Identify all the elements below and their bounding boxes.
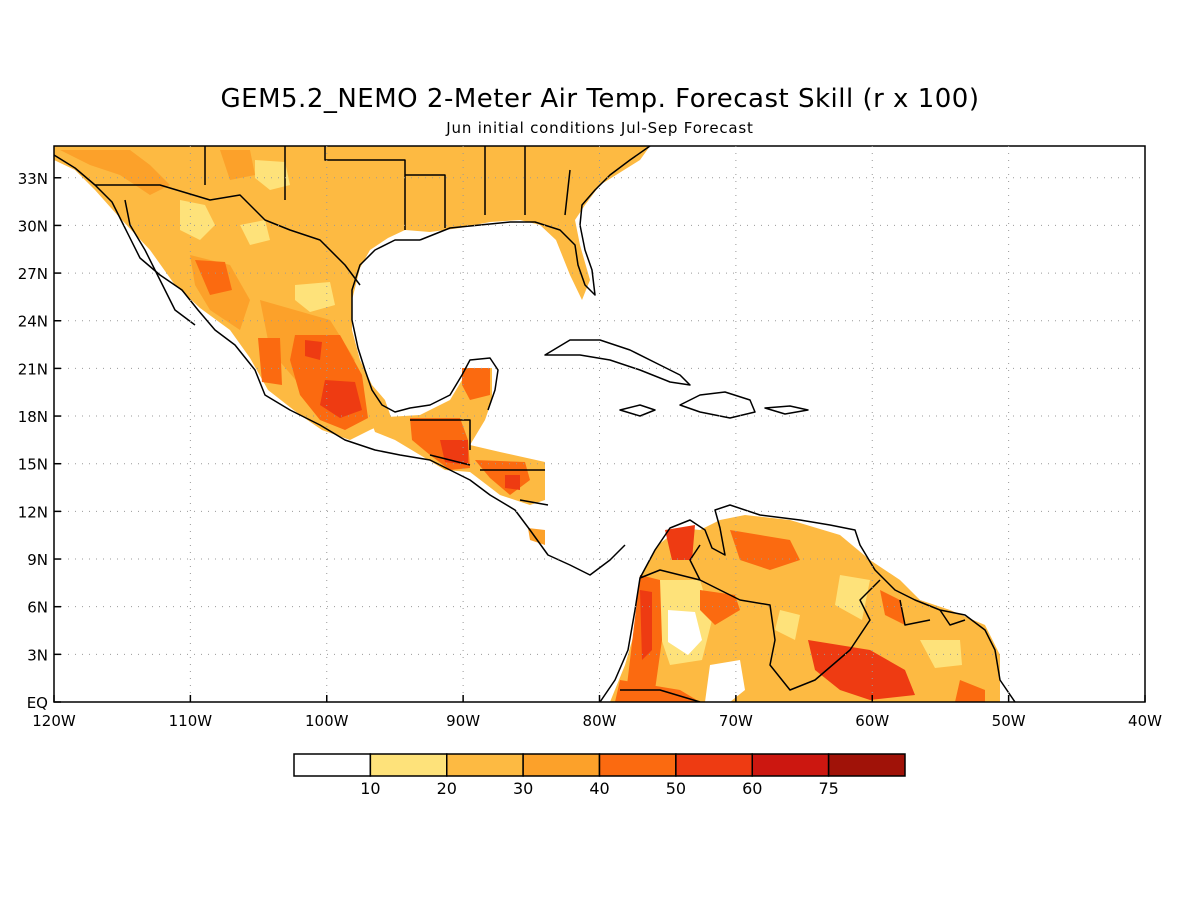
colorbar-label: 20 xyxy=(437,779,457,798)
lat-tick-label: EQ xyxy=(27,694,48,712)
lat-tick-label: 18N xyxy=(18,408,48,426)
region-south-america xyxy=(610,515,1000,702)
coastlines xyxy=(54,146,1016,702)
coastline-jamaica xyxy=(619,404,656,417)
region-north-america-light xyxy=(180,160,335,312)
lat-tick-label: 33N xyxy=(18,170,48,188)
region-central-america-warm xyxy=(410,368,530,495)
colorbar-label: 40 xyxy=(589,779,609,798)
coastline-cuba xyxy=(544,339,691,386)
lon-tick-label: 100W xyxy=(305,712,349,730)
colorbar-label: 10 xyxy=(360,779,380,798)
map-title: GEM5.2_NEMO 2-Meter Air Temp. Forecast S… xyxy=(220,84,980,114)
colorbar-swatch xyxy=(446,753,524,777)
border-central-america xyxy=(410,419,549,506)
region-mexico-hot xyxy=(305,340,362,418)
lon-tick-label: 90W xyxy=(446,712,480,730)
border-south-america xyxy=(620,544,966,702)
coastline-south-america xyxy=(599,504,1016,702)
lat-tick-label: 3N xyxy=(27,646,48,664)
colorbar-swatch xyxy=(293,753,372,777)
colorbar-label: 75 xyxy=(818,779,838,798)
coastline-hispaniola xyxy=(679,391,756,419)
lat-tick-label: 21N xyxy=(18,360,48,378)
region-south-america-white xyxy=(668,610,745,702)
lon-tick-label: 120W xyxy=(32,712,76,730)
colorbar-label: 60 xyxy=(742,779,762,798)
lat-tick-label: 12N xyxy=(18,503,48,521)
region-south-america-light xyxy=(655,575,962,668)
shaded-skill-field xyxy=(54,146,1000,702)
coastline-gulf xyxy=(351,239,499,413)
lon-tick-label: 110W xyxy=(169,712,213,730)
lat-tick-label: 9N xyxy=(27,551,48,569)
colorbar-swatch xyxy=(675,753,753,777)
colorbar-swatch xyxy=(522,753,601,777)
lon-tick-label: 50W xyxy=(992,712,1026,730)
map-subtitle: Jun initial conditions Jul-Sep Forecast xyxy=(446,119,754,137)
colorbar-label: 50 xyxy=(666,779,686,798)
lat-tick-label: 15N xyxy=(18,456,48,474)
colorbar-label: 30 xyxy=(513,779,533,798)
colorbar-swatch xyxy=(751,753,830,777)
lon-tick-label: 60W xyxy=(855,712,889,730)
coastline-north-america xyxy=(54,154,626,576)
coastline-florida xyxy=(419,146,651,296)
lon-tick-label: 80W xyxy=(583,712,617,730)
lon-tick-label: 40W xyxy=(1128,712,1162,730)
colorbar-swatch xyxy=(827,753,906,777)
region-south-america-warm xyxy=(615,530,985,702)
coastline-baja xyxy=(124,199,196,326)
region-south-america-hot xyxy=(640,525,915,700)
coastline-puerto-rico xyxy=(764,405,809,415)
lon-tick-label: 70W xyxy=(719,712,753,730)
colorbar-swatch xyxy=(369,753,448,777)
lat-tick-label: 27N xyxy=(18,265,48,283)
axis-ticks: 120W 110W 100W 90W 80W 70W 60W 50W 40W EQ 3N 6N 9N 12… xyxy=(18,170,1162,730)
border-us-states xyxy=(204,146,571,230)
lat-tick-label: 30N xyxy=(18,217,48,235)
colorbar: 10 20 30 40 50 60 75 xyxy=(293,753,906,798)
lat-tick-label: 24N xyxy=(18,313,48,331)
border-us-mexico xyxy=(95,184,361,286)
lat-tick-label: 6N xyxy=(27,599,48,617)
region-central-america-hot xyxy=(440,440,520,490)
colorbar-swatch xyxy=(598,753,677,777)
